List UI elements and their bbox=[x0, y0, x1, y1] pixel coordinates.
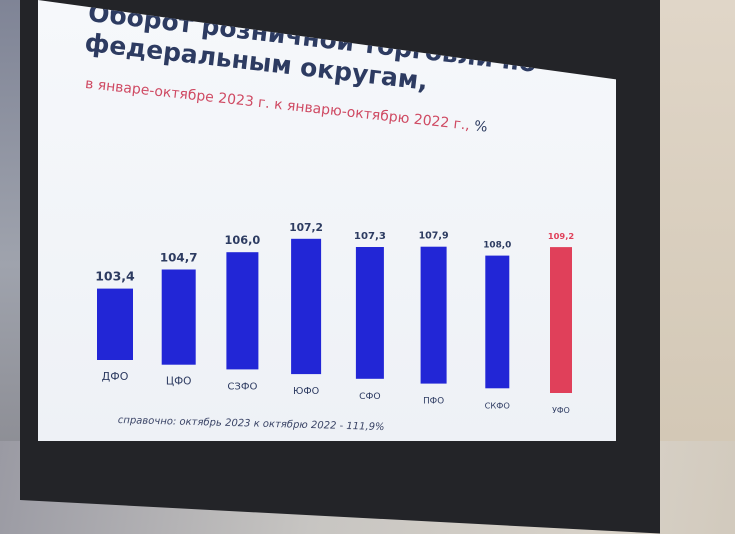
category-label-ЦФО: ЦФО bbox=[166, 376, 192, 388]
value-label-ПФО: 107,9 bbox=[419, 231, 449, 242]
category-label-СФО: СФО bbox=[359, 391, 381, 402]
bar-ЦФО bbox=[161, 269, 196, 365]
category-label-СЗФО: СЗФО bbox=[227, 381, 257, 392]
category-label-ЮФО: ЮФО bbox=[293, 386, 320, 397]
presentation-screen: Оборот розничной торговли по федеральным… bbox=[38, 0, 616, 441]
value-label-ЮФО: 107,2 bbox=[289, 221, 323, 234]
bar-ЮФО bbox=[291, 238, 322, 375]
value-label-УФО: 109,2 bbox=[548, 231, 574, 241]
value-label-СКФО: 108,0 bbox=[483, 241, 511, 251]
value-label-ЦФО: 104,7 bbox=[160, 251, 198, 265]
bar-ПФО bbox=[420, 246, 447, 384]
value-label-СФО: 107,3 bbox=[354, 231, 386, 242]
category-label-СКФО: СКФО bbox=[485, 400, 511, 410]
category-label-УФО: УФО bbox=[552, 406, 570, 415]
value-label-ДФО: 103,4 bbox=[95, 269, 135, 284]
category-label-ПФО: ПФО bbox=[423, 397, 444, 407]
bar-СЗФО bbox=[226, 252, 259, 370]
bar-chart: 103,4 ДФО 104,7 ЦФО 106,0 СЗФО 107,2 ЮФО 107,3 СФ… bbox=[95, 221, 574, 415]
bar-СФО bbox=[355, 247, 384, 379]
category-label-ДФО: ДФО bbox=[102, 370, 129, 383]
value-label-СЗФО: 106,0 bbox=[225, 234, 261, 247]
bar-ДФО bbox=[97, 288, 133, 360]
bar-СКФО bbox=[485, 255, 510, 389]
bar-УФО bbox=[550, 247, 572, 393]
